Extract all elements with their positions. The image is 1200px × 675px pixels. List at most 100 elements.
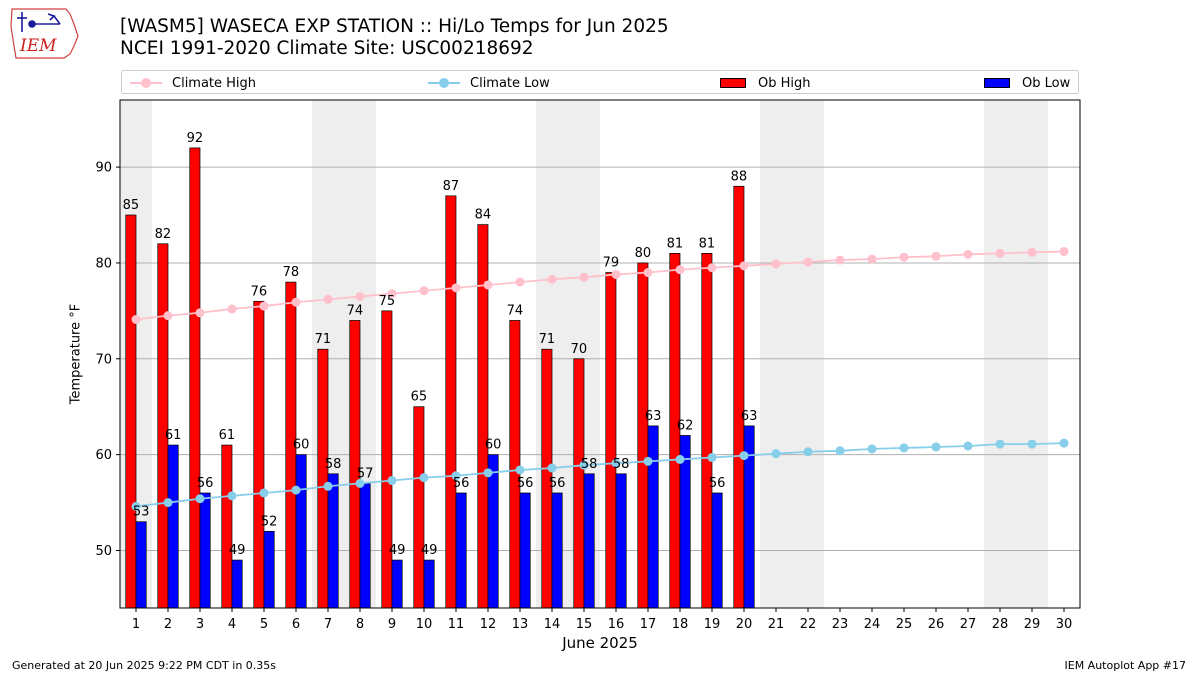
point-climate-high-day-14 — [547, 274, 557, 284]
data-label-ob-high-day-16: 79 — [603, 256, 620, 271]
data-label-ob-high-day-2: 82 — [155, 227, 172, 242]
legend-label-ob-low: Ob Low — [1022, 75, 1071, 91]
bar-ob-low-day-5 — [263, 530, 275, 609]
point-climate-low-day-27 — [963, 441, 973, 451]
legend-label-ob-high: Ob High — [758, 75, 811, 91]
point-climate-low-day-24 — [867, 444, 877, 454]
x-tick-label-24: 24 — [864, 617, 881, 632]
data-label-ob-high-day-18: 81 — [667, 236, 684, 251]
x-tick-label-28: 28 — [992, 617, 1009, 632]
bar-ob-low-day-7 — [327, 473, 339, 609]
generated-timestamp: Generated at 20 Jun 2025 9:22 PM CDT in … — [12, 659, 277, 672]
y-tick-label-50: 50 — [95, 544, 112, 559]
point-climate-low-day-23 — [835, 446, 845, 456]
legend-swatch-ob-low — [984, 78, 1010, 88]
point-climate-low-day-25 — [899, 443, 909, 453]
data-label-ob-low-day-13: 56 — [517, 476, 534, 491]
x-tick-label-13: 13 — [512, 617, 529, 632]
bar-ob-high-day-11 — [445, 195, 457, 609]
x-tick-label-27: 27 — [960, 617, 977, 632]
point-climate-high-day-29 — [1027, 247, 1037, 257]
x-tick-label-12: 12 — [480, 617, 497, 632]
data-label-ob-low-day-9: 49 — [389, 543, 406, 558]
line-climate-low — [135, 442, 1065, 508]
legend-swatch-ob-high — [720, 78, 746, 88]
y-tick-label-80: 80 — [95, 256, 112, 271]
weather-instrument-icon — [17, 12, 61, 32]
point-climate-low-day-30 — [1059, 438, 1069, 448]
chart-title-block: [WASM5] WASECA EXP STATION :: Hi/Lo Temp… — [120, 16, 669, 60]
bar-ob-high-day-8 — [349, 320, 361, 609]
bar-ob-high-day-1 — [125, 214, 137, 609]
data-label-ob-low-day-12: 60 — [485, 438, 502, 453]
bar-ob-low-day-6 — [295, 454, 307, 609]
point-climate-low-day-28 — [995, 439, 1005, 449]
x-tick-label-20: 20 — [736, 617, 753, 632]
x-tick-label-6: 6 — [292, 617, 300, 632]
bar-ob-high-day-4 — [221, 444, 233, 609]
bar-ob-low-day-8 — [359, 483, 371, 609]
data-label-ob-high-day-14: 71 — [539, 332, 556, 347]
line-climate-high — [135, 250, 1065, 321]
x-tick-label-1: 1 — [132, 617, 140, 632]
chart-title: [WASM5] WASECA EXP STATION :: Hi/Lo Temp… — [120, 16, 669, 37]
data-label-ob-high-day-5: 76 — [251, 284, 268, 299]
x-tick-label-29: 29 — [1024, 617, 1041, 632]
bar-ob-high-day-13 — [509, 320, 521, 609]
x-tick-label-8: 8 — [356, 617, 364, 632]
point-climate-low-day-21 — [771, 449, 781, 459]
logo-text: IEM — [19, 36, 57, 56]
point-climate-high-day-8 — [355, 291, 365, 301]
legend-item-climate-low: Climate Low — [426, 74, 550, 92]
point-climate-low-day-13 — [515, 465, 525, 475]
bar-ob-low-day-14 — [551, 492, 563, 609]
point-climate-low-day-19 — [707, 453, 717, 463]
bar-ob-low-day-19 — [711, 492, 723, 609]
point-climate-high-day-25 — [899, 252, 909, 262]
data-label-ob-high-day-7: 71 — [315, 332, 332, 347]
data-label-ob-low-day-11: 56 — [453, 476, 470, 491]
point-climate-high-day-27 — [963, 249, 973, 259]
y-tick-label-90: 90 — [95, 161, 112, 176]
data-label-ob-low-day-2: 61 — [165, 428, 182, 443]
bar-ob-high-day-19 — [701, 253, 713, 609]
bar-ob-low-day-2 — [167, 444, 179, 609]
bar-ob-low-day-12 — [487, 454, 499, 609]
data-label-ob-high-day-3: 92 — [187, 131, 204, 146]
bar-ob-high-day-9 — [381, 310, 393, 609]
data-label-ob-high-day-4: 61 — [219, 428, 236, 443]
data-label-ob-low-day-5: 52 — [261, 514, 278, 529]
bar-ob-high-day-2 — [157, 243, 169, 609]
x-tick-label-25: 25 — [896, 617, 913, 632]
bar-ob-low-day-9 — [391, 559, 403, 609]
x-tick-label-18: 18 — [672, 617, 689, 632]
point-climate-low-day-22 — [803, 447, 813, 457]
data-label-ob-high-day-19: 81 — [699, 236, 716, 251]
data-label-ob-low-day-4: 49 — [229, 543, 246, 558]
x-tick-label-4: 4 — [228, 617, 236, 632]
point-climate-low-day-15 — [579, 460, 589, 470]
point-climate-high-day-17 — [643, 268, 653, 278]
data-label-ob-high-day-10: 65 — [411, 390, 428, 405]
data-label-ob-high-day-6: 78 — [283, 265, 300, 280]
point-climate-high-day-1 — [131, 314, 141, 324]
y-tick-label-70: 70 — [95, 352, 112, 367]
data-label-ob-low-day-16: 58 — [613, 457, 630, 472]
data-label-ob-high-day-20: 88 — [731, 169, 748, 184]
weekend-band-5 — [984, 100, 1048, 608]
point-climate-high-day-4 — [227, 304, 237, 314]
data-label-ob-low-day-7: 58 — [325, 457, 342, 472]
point-climate-high-day-5 — [259, 301, 269, 311]
point-climate-low-day-3 — [195, 494, 205, 504]
bar-ob-low-day-17 — [647, 425, 659, 609]
iem-logo: IEM — [10, 8, 79, 59]
data-label-ob-low-day-6: 60 — [293, 438, 310, 453]
data-label-ob-high-day-15: 70 — [571, 342, 588, 357]
point-climate-high-day-10 — [419, 286, 429, 296]
data-label-ob-low-day-10: 49 — [421, 543, 438, 558]
point-climate-high-day-6 — [291, 297, 301, 307]
data-label-ob-high-day-13: 74 — [507, 303, 524, 318]
x-tick-label-7: 7 — [324, 617, 332, 632]
data-label-ob-low-day-8: 57 — [357, 466, 374, 481]
